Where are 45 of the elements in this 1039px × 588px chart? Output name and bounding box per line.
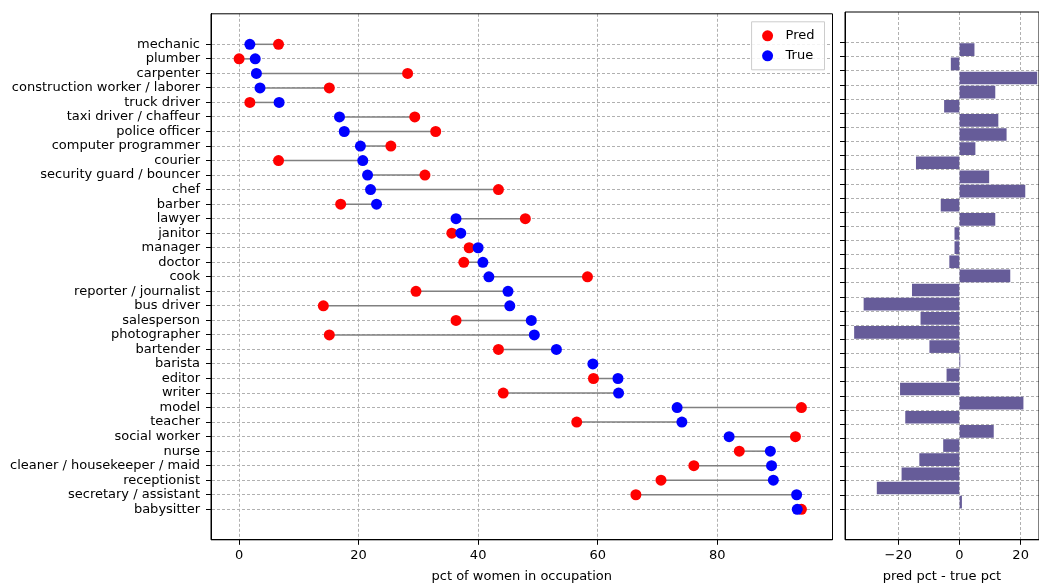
y-tick-label: computer programmer	[51, 137, 201, 153]
x-tick-label: −20	[884, 546, 912, 562]
x-tick-label: 0	[955, 546, 964, 562]
y-tick-label: bartender	[135, 340, 201, 356]
y-tick-label: reporter / journalist	[74, 282, 200, 298]
y-tick-label: truck driver	[124, 93, 201, 109]
y-tick-label: editor	[161, 369, 201, 385]
x-tick-label: 60	[589, 546, 606, 562]
y-tick-label: barber	[156, 195, 201, 211]
y-tick-label: taxi driver / chaffeur	[66, 108, 201, 124]
y-tick-label: model	[159, 398, 200, 414]
y-tick-label: bus driver	[134, 297, 201, 313]
x-axis-title: pct of women in occupation	[431, 567, 613, 583]
x-tick-label: 80	[708, 546, 726, 562]
y-tick-label: cleaner / housekeeper / maid	[10, 457, 200, 473]
x-tick-label: 0	[234, 546, 244, 562]
y-tick-label: plumber	[145, 50, 201, 66]
x-axis-title: pred pct - true pct	[882, 567, 1002, 583]
y-tick-label: secretary / assistant	[67, 486, 200, 502]
y-tick-label: salesperson	[122, 311, 200, 327]
x-tick-label: 20	[1012, 546, 1029, 562]
y-tick-label: cook	[169, 268, 201, 284]
y-tick-label: security guard / bouncer	[40, 166, 201, 182]
y-tick-label: teacher	[150, 413, 201, 429]
y-tick-label: police officer	[116, 122, 201, 138]
y-tick-label: receptionist	[123, 471, 200, 487]
y-tick-label: social worker	[114, 428, 201, 444]
y-tick-label: manager	[141, 239, 201, 255]
y-tick-label: babysitter	[133, 500, 201, 516]
y-tick-label: chef	[172, 180, 201, 196]
y-tick-label: courier	[154, 151, 201, 167]
y-tick-label: lawyer	[156, 210, 201, 226]
y-tick-label: carpenter	[136, 64, 201, 80]
y-tick-label: photographer	[111, 326, 201, 342]
y-tick-label: construction worker / laborer	[11, 79, 201, 95]
legend-label: True	[784, 47, 814, 63]
x-tick-label: 40	[469, 546, 487, 562]
y-tick-label: nurse	[163, 442, 200, 458]
y-tick-label: writer	[161, 384, 201, 400]
legend-label: Pred	[785, 27, 815, 43]
y-tick-label: barista	[154, 355, 200, 371]
y-tick-label: doctor	[158, 253, 201, 269]
y-tick-label: mechanic	[136, 35, 200, 51]
y-tick-label: janitor	[157, 224, 201, 240]
x-tick-label: 20	[350, 546, 367, 562]
